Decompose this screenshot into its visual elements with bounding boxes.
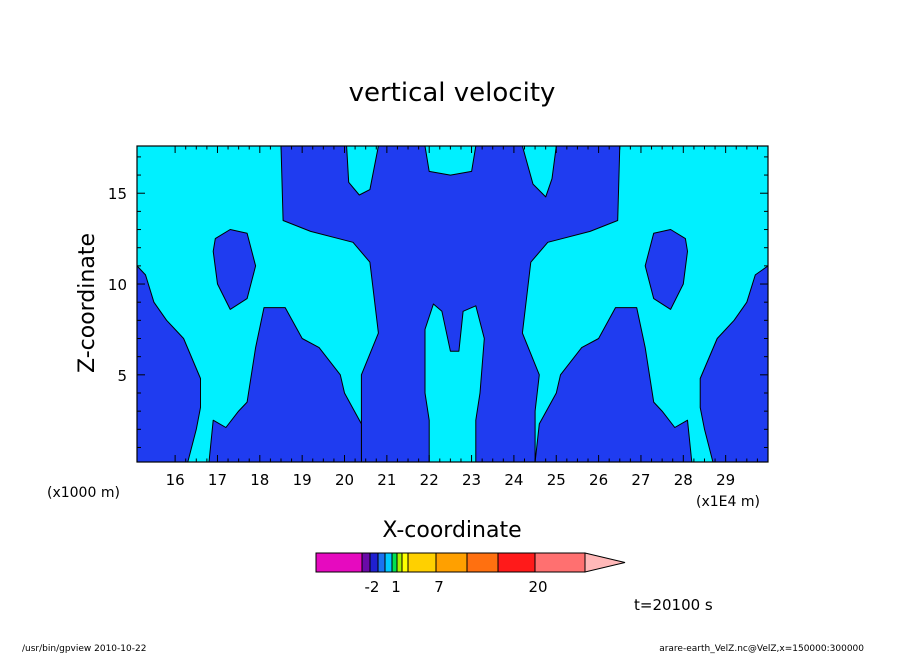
- x-tick-label: 29: [716, 471, 735, 489]
- negative-region: [699, 265, 768, 462]
- plot-area: [137, 146, 768, 462]
- colorbar-label: 7: [434, 578, 444, 596]
- y-axis-label: Z-coordinate: [75, 233, 100, 373]
- x-scale-note-right: (x1E4 m): [696, 494, 760, 510]
- x-tick-label: 28: [674, 471, 693, 489]
- colorbar-label: 1: [391, 578, 401, 596]
- x-tick-label: 23: [462, 471, 481, 489]
- negative-velocity-regions: [137, 146, 768, 462]
- negative-region: [644, 229, 688, 310]
- plot-frame: [136, 145, 769, 463]
- colorbar-labels: -2 1 7 20: [365, 578, 548, 596]
- x-tick-label: 18: [250, 471, 269, 489]
- x-axis: 16 17 18 19 20 21 22 23 24 25 26 27 28 29: [166, 146, 758, 489]
- colorbar-segment: [361, 552, 371, 573]
- x-tick-label: 19: [293, 471, 312, 489]
- colorbar-segment: [315, 552, 363, 573]
- colorbar: [315, 552, 626, 573]
- x-tick-label: 21: [377, 471, 396, 489]
- y-tick-label: 15: [108, 185, 127, 203]
- footer-right: arare-earth_VelZ.nc@VelZ,x=150000:300000: [659, 644, 864, 654]
- colorbar-label: 20: [528, 578, 547, 596]
- negative-region: [137, 265, 201, 462]
- x-tick-label: 16: [166, 471, 185, 489]
- time-label: t=20100 s: [634, 596, 713, 614]
- colorbar-segment: [466, 552, 499, 573]
- x-tick-label: 22: [420, 471, 439, 489]
- colorbar-segment: [534, 552, 586, 573]
- x-tick-label: 25: [547, 471, 566, 489]
- colorbar-segment: [396, 552, 403, 573]
- x-axis-label: X-coordinate: [382, 518, 521, 543]
- y-tick-label: 10: [108, 276, 127, 294]
- colorbar-segment: [497, 552, 536, 573]
- colorbar-segment: [377, 552, 386, 573]
- x-scale-note-left: (x1000 m): [47, 485, 120, 501]
- colorbar-segment: [435, 552, 468, 573]
- x-tick-label: 27: [631, 471, 650, 489]
- x-tick-label: 17: [208, 471, 227, 489]
- colorbar-segment: [407, 552, 437, 573]
- colorbar-label: -2: [365, 578, 380, 596]
- negative-region: [534, 307, 693, 462]
- colorbar-arrow: [584, 552, 626, 573]
- colorbar-segment: [391, 552, 398, 573]
- negative-region: [208, 307, 362, 462]
- footer-left: /usr/bin/gpview 2010-10-22: [22, 644, 146, 654]
- x-tick-label: 26: [589, 471, 608, 489]
- negative-region: [212, 229, 257, 310]
- colorbar-segment: [369, 552, 379, 573]
- y-axis: 5 10 15: [108, 156, 768, 448]
- colorbar-segment: [401, 552, 409, 573]
- colorbar-segment: [384, 552, 393, 573]
- x-tick-label: 24: [504, 471, 523, 489]
- chart-title: vertical velocity: [349, 78, 556, 108]
- x-tick-label: 20: [335, 471, 354, 489]
- y-tick-label: 5: [117, 367, 127, 385]
